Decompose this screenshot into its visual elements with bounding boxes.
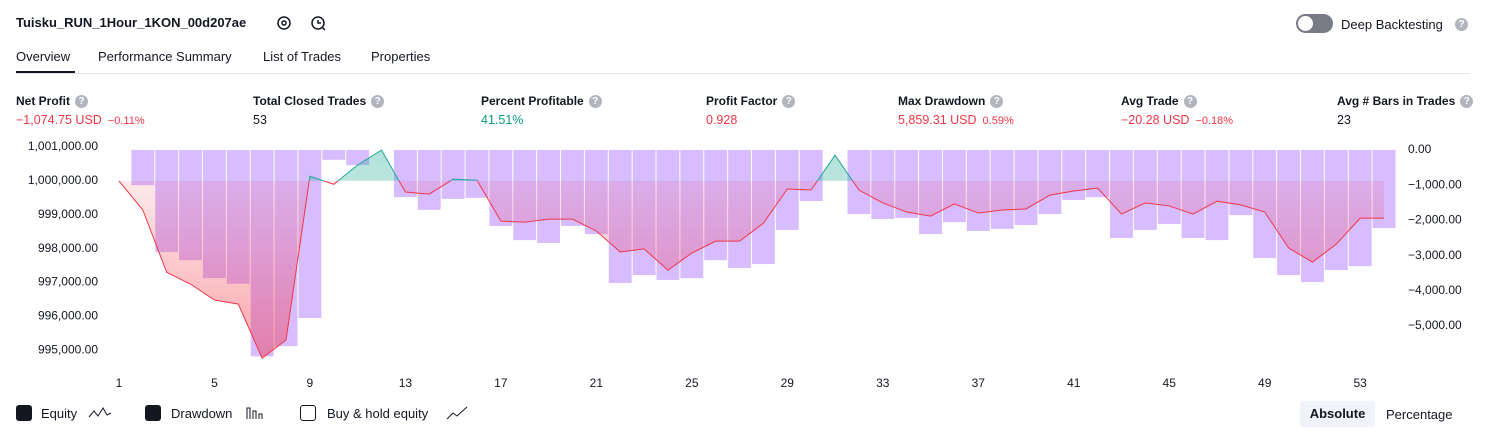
metric-label: Profit Factor? bbox=[706, 94, 796, 108]
metric-label: Net Profit? bbox=[16, 94, 88, 108]
info-icon[interactable]: ? bbox=[371, 94, 385, 108]
metric-label: Avg Trade? bbox=[1121, 94, 1197, 108]
metric-percent: −0.18% bbox=[1195, 115, 1234, 127]
checkbox[interactable] bbox=[145, 405, 161, 421]
x-tick-label: 29 bbox=[781, 376, 795, 390]
toggle-label: Deep Backtesting bbox=[1341, 17, 1443, 32]
mode-button[interactable]: Percentage bbox=[1386, 407, 1453, 422]
metric-label-text: Total Closed Trades bbox=[253, 94, 367, 108]
metric-value: −20.28 USD −0.18% bbox=[1121, 113, 1233, 127]
header-icons[interactable] bbox=[275, 14, 335, 34]
info-icon[interactable]: ? bbox=[75, 94, 88, 108]
x-tick-label: 49 bbox=[1258, 376, 1272, 390]
checkbox[interactable] bbox=[16, 405, 32, 421]
x-tick-label: 13 bbox=[399, 376, 413, 390]
x-tick-label: 9 bbox=[307, 376, 314, 390]
info-icon[interactable]: ? bbox=[990, 94, 1004, 108]
divider bbox=[16, 73, 1470, 74]
metric-label-text: Profit Factor bbox=[706, 94, 778, 108]
info-icon[interactable]: ? bbox=[1183, 94, 1197, 108]
metric-value-text: 23 bbox=[1337, 113, 1351, 127]
metric-value: 5,859.31 USD 0.59% bbox=[898, 113, 1014, 127]
drawdown-bar bbox=[131, 149, 155, 186]
metric-label-text: Max Drawdown bbox=[898, 94, 986, 108]
metric-value-text: −20.28 USD bbox=[1121, 113, 1190, 127]
y-tick-label: 997,000.00 bbox=[38, 275, 98, 289]
buy-hold-icon bbox=[446, 406, 468, 420]
metric-value-text: −1,074.75 USD bbox=[16, 113, 102, 127]
y-tick-label: 996,000.00 bbox=[38, 308, 98, 322]
metric-percent: 0.59% bbox=[982, 115, 1014, 127]
equity-area bbox=[118, 180, 1385, 359]
info-icon[interactable]: ? bbox=[782, 94, 796, 108]
info-icon[interactable]: ? bbox=[1460, 94, 1474, 108]
metric-value: 53 bbox=[253, 113, 267, 127]
drawdown-bar bbox=[322, 149, 346, 160]
drawdown-bar bbox=[417, 149, 441, 210]
legend-label[interactable]: Equity bbox=[41, 406, 78, 421]
equity-icon bbox=[88, 407, 112, 418]
metric-label: Total Closed Trades? bbox=[253, 94, 385, 108]
tab-underline bbox=[16, 71, 75, 74]
info-icon[interactable]: ? bbox=[588, 94, 602, 108]
x-tick-label: 21 bbox=[590, 376, 604, 390]
metric-value: −1,074.75 USD −0.11% bbox=[16, 113, 145, 127]
tab[interactable]: Performance Summary bbox=[98, 49, 232, 64]
drawdown-bar bbox=[775, 149, 799, 230]
y2-tick-label: −5,000.00 bbox=[1408, 318, 1462, 332]
legend-label[interactable]: Buy & hold equity bbox=[327, 406, 429, 421]
tab[interactable]: Properties bbox=[371, 49, 431, 64]
x-tick-label: 37 bbox=[972, 376, 986, 390]
equity-line bbox=[118, 180, 1385, 360]
y-tick-label: 1,000,000.00 bbox=[28, 173, 98, 187]
tab[interactable]: List of Trades bbox=[263, 49, 342, 64]
drawdown-bar bbox=[799, 149, 823, 202]
x-tick-label: 45 bbox=[1163, 376, 1177, 390]
chart: 995,000.00 996,000.00 997,000.00 998,000.00… bbox=[28, 139, 1462, 390]
metric-value: 23 bbox=[1337, 113, 1351, 127]
x-tick-label: 5 bbox=[211, 376, 218, 390]
legend-label[interactable]: Drawdown bbox=[171, 406, 233, 421]
metric-label: Max Drawdown? bbox=[898, 94, 1004, 108]
metric-value-text: 0.928 bbox=[706, 113, 738, 127]
tab[interactable]: Overview bbox=[16, 49, 71, 64]
metric-value-text: 53 bbox=[253, 113, 267, 127]
y2-tick-label: −1,000.00 bbox=[1408, 177, 1462, 191]
checkbox[interactable] bbox=[300, 405, 316, 421]
mode-button[interactable]: Absolute bbox=[1300, 401, 1375, 427]
y-tick-label: 1,001,000.00 bbox=[28, 139, 98, 153]
metric-label-text: Percent Profitable bbox=[481, 94, 584, 108]
x-tick-label: 25 bbox=[685, 376, 699, 390]
x-tick-label: 33 bbox=[876, 376, 890, 390]
y-tick-label: 999,000.00 bbox=[38, 207, 98, 221]
toggle[interactable] bbox=[1296, 14, 1333, 33]
x-tick-label: 1 bbox=[116, 376, 123, 390]
x-tick-label: 53 bbox=[1354, 376, 1368, 390]
help-icon[interactable]: ? bbox=[1455, 18, 1468, 31]
y2-tick-label: −3,000.00 bbox=[1408, 248, 1462, 262]
x-tick-label: 41 bbox=[1067, 376, 1081, 390]
y2-tick-label: −4,000.00 bbox=[1408, 283, 1462, 297]
y2-tick-label: −2,000.00 bbox=[1408, 213, 1462, 227]
drawdown-bar bbox=[441, 149, 465, 199]
metric-label-text: Avg Trade bbox=[1121, 94, 1179, 108]
y-tick-label: 998,000.00 bbox=[38, 241, 98, 255]
metric-label: Percent Profitable? bbox=[481, 94, 602, 108]
metric-label-text: Avg # Bars in Trades bbox=[1337, 94, 1456, 108]
metric-value: 41.51% bbox=[481, 113, 523, 127]
y2-tick-label: 0.00 bbox=[1408, 142, 1432, 156]
metric-label: Avg # Bars in Trades? bbox=[1337, 94, 1474, 108]
strategy-title: Tuisku_RUN_1Hour_1KON_00d207ae bbox=[16, 15, 247, 30]
metric-value-text: 5,859.31 USD bbox=[898, 113, 977, 127]
metric-value-text: 41.51% bbox=[481, 113, 524, 127]
metric-label-text: Net Profit bbox=[16, 94, 70, 108]
y-tick-label: 995,000.00 bbox=[38, 342, 98, 356]
x-tick-label: 17 bbox=[494, 376, 508, 390]
drawdown-icon bbox=[246, 407, 263, 419]
equity-area bbox=[309, 150, 853, 181]
metric-value: 0.928 bbox=[706, 113, 737, 127]
metric-percent: −0.11% bbox=[107, 115, 145, 127]
